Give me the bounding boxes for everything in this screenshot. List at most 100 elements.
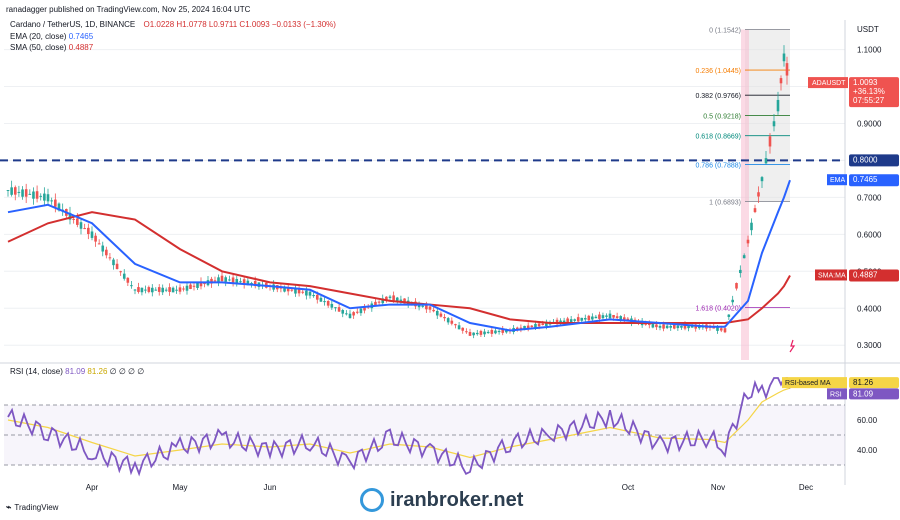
candle-body bbox=[785, 63, 789, 76]
ema-legend-label: EMA (20, close) bbox=[10, 32, 67, 41]
candle-body bbox=[283, 286, 286, 292]
fib-label: 0.786 (0.7888) bbox=[695, 163, 741, 170]
candle-body bbox=[450, 320, 454, 324]
candle-body bbox=[432, 309, 435, 312]
candle-body bbox=[308, 291, 312, 296]
ema-legend-value: 0.7465 bbox=[68, 32, 94, 41]
candle-body bbox=[231, 277, 235, 283]
candle-body bbox=[90, 231, 94, 238]
x-axis-label: May bbox=[172, 483, 187, 492]
candle-body bbox=[341, 310, 345, 314]
tradingview-icon: ⌁ bbox=[6, 502, 12, 512]
candle-body bbox=[501, 328, 505, 333]
price-tag-text: 1.0093 bbox=[853, 78, 878, 87]
candle-body bbox=[598, 314, 601, 319]
candle-body bbox=[171, 287, 175, 293]
candle-body bbox=[157, 287, 161, 292]
x-axis-label: Oct bbox=[622, 483, 635, 492]
candle-body bbox=[523, 325, 526, 331]
sma-legend[interactable]: SMA (50, close) 0.4887 bbox=[10, 43, 93, 52]
candle-body bbox=[13, 187, 17, 195]
price-tick-label: 0.9000 bbox=[857, 119, 882, 128]
candle-body bbox=[196, 282, 199, 288]
candle-body bbox=[750, 222, 753, 231]
candle-body bbox=[348, 313, 352, 319]
candle-body bbox=[175, 289, 178, 291]
candle-body bbox=[326, 300, 330, 306]
candle-body bbox=[494, 330, 497, 334]
candle-body bbox=[608, 313, 612, 319]
candle-body bbox=[154, 289, 158, 291]
candle-body bbox=[555, 319, 559, 325]
rsi-legend[interactable]: RSI (14, close) 81.09 81.26 ∅ ∅ ∅ ∅ bbox=[10, 367, 144, 376]
candle-body bbox=[79, 222, 83, 229]
candle-body bbox=[746, 239, 750, 244]
rsi-ma-tag-text: 81.26 bbox=[853, 378, 874, 387]
candle-body bbox=[76, 218, 79, 225]
candle-body bbox=[381, 298, 385, 304]
level-tag-text: 0.8000 bbox=[853, 155, 878, 164]
candle-body bbox=[486, 331, 490, 334]
candle-body bbox=[753, 208, 757, 213]
candle-body bbox=[483, 331, 486, 335]
tradingview-label: TradingView bbox=[14, 503, 59, 512]
candle-body bbox=[115, 263, 119, 270]
candle-body bbox=[301, 291, 305, 293]
price-tick-label: 0.3000 bbox=[857, 341, 882, 350]
candle-body bbox=[443, 316, 446, 319]
candle-body bbox=[479, 330, 483, 335]
candle-body bbox=[246, 280, 250, 286]
candle-body bbox=[658, 325, 662, 328]
candle-body bbox=[133, 289, 137, 291]
rsi-line bbox=[7, 376, 791, 477]
candle-body bbox=[403, 298, 406, 304]
candle-body bbox=[615, 316, 619, 319]
alert-icon bbox=[789, 339, 796, 353]
watermark: iranbroker.net bbox=[360, 488, 523, 512]
rsi-ma-line bbox=[7, 387, 791, 459]
candle-body bbox=[279, 287, 283, 289]
rsi-pane bbox=[4, 339, 845, 477]
candle-body bbox=[305, 290, 308, 296]
fib-label: 0.618 (0.8669) bbox=[695, 134, 741, 141]
candle-body bbox=[662, 324, 665, 329]
candle-body bbox=[768, 136, 772, 147]
candle-body bbox=[46, 194, 50, 202]
candle-body bbox=[189, 284, 192, 289]
candle-body bbox=[530, 325, 534, 328]
candle-body bbox=[461, 327, 465, 331]
candle-body bbox=[377, 301, 381, 303]
candle-body bbox=[210, 278, 213, 284]
candle-body bbox=[716, 326, 719, 331]
candle-body bbox=[164, 289, 168, 291]
tradingview-logo[interactable]: ⌁ TradingView bbox=[6, 502, 58, 513]
candle-body bbox=[319, 297, 323, 302]
candle-body bbox=[388, 296, 392, 298]
candle-body bbox=[735, 283, 738, 289]
symbol-title: Cardano / TetherUS, 1D, BINANCE bbox=[10, 20, 136, 29]
candle-body bbox=[782, 53, 786, 62]
ema-legend[interactable]: EMA (20, close) 0.7465 bbox=[10, 32, 93, 41]
candle-body bbox=[39, 195, 43, 197]
candle-body bbox=[562, 320, 566, 323]
x-axis-label: Nov bbox=[711, 483, 725, 492]
ema-tag-label: EMA bbox=[830, 177, 846, 184]
rsi-legend-value: 81.09 bbox=[65, 367, 86, 376]
candle-body bbox=[168, 287, 171, 292]
rsi-tag-label-bg bbox=[827, 388, 847, 400]
x-axis-label: Jun bbox=[264, 483, 277, 492]
candle-body bbox=[537, 323, 541, 327]
candle-body bbox=[772, 121, 776, 127]
candle-body bbox=[108, 257, 112, 259]
candle-body bbox=[399, 299, 403, 301]
candle-body bbox=[569, 319, 573, 322]
candle-body bbox=[294, 288, 297, 294]
price-tick-label: 1.1000 bbox=[857, 46, 882, 55]
candle-body bbox=[655, 324, 658, 328]
candle-body bbox=[468, 331, 472, 336]
candle-body bbox=[490, 329, 494, 334]
candle-body bbox=[392, 295, 395, 301]
sma-legend-label: SMA (50, close) bbox=[10, 43, 67, 52]
candle-body bbox=[626, 318, 630, 321]
